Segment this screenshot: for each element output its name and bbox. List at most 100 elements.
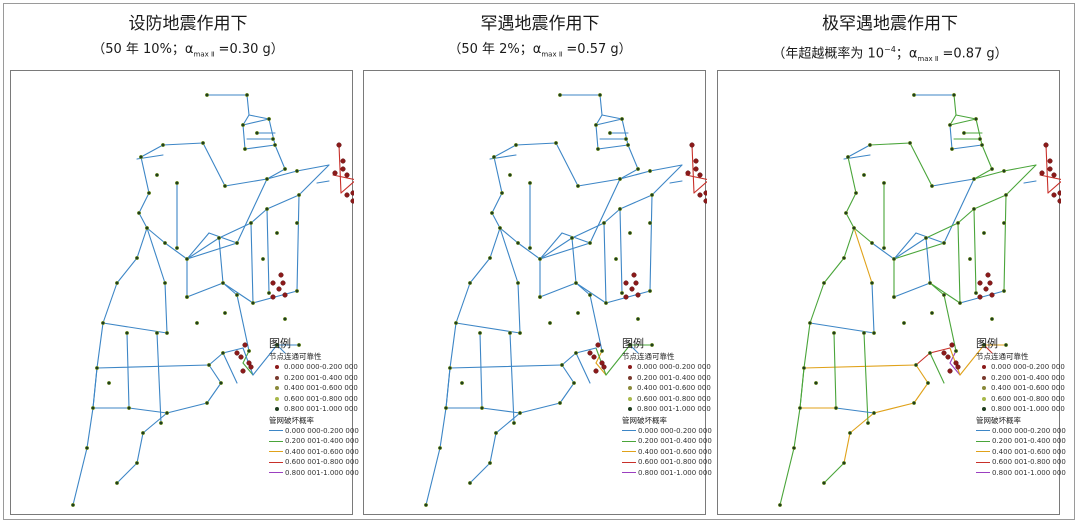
- legend-node-title: 节点连通可靠性: [622, 352, 675, 361]
- pipe-segment: [202, 142, 226, 187]
- network-node: [861, 330, 867, 336]
- network-node: [569, 235, 575, 241]
- network-node: [154, 172, 160, 178]
- pipe-segment: [973, 194, 1007, 210]
- network-node: [220, 350, 226, 356]
- network-node: [282, 316, 288, 322]
- pipe-segment: [218, 237, 224, 284]
- pipe-segment: [571, 222, 605, 239]
- network-node: [977, 294, 983, 300]
- legend-node-dot: [982, 396, 986, 401]
- pipe-segment: [949, 118, 977, 126]
- pipe-segment: [469, 462, 491, 484]
- network-node: [140, 430, 146, 436]
- network-node: [989, 316, 995, 322]
- pipe-segment: [439, 407, 447, 449]
- network-node: [164, 410, 170, 416]
- network-node: [801, 365, 807, 371]
- network-node: [973, 116, 979, 122]
- legend-node-dot: [628, 386, 632, 391]
- network-node: [593, 368, 599, 374]
- network-node: [248, 220, 254, 226]
- pipe-segment: [266, 170, 298, 180]
- network-node: [238, 354, 244, 360]
- network-node: [220, 280, 226, 286]
- pipe-segment: [957, 208, 975, 224]
- network-node: [350, 198, 354, 204]
- legend-node-label: 0.400 001-0.600 000: [637, 384, 711, 393]
- pipe-segment: [943, 178, 975, 244]
- legend-pipe-label: 0.200 001-0.400 000: [285, 437, 359, 446]
- network-node: [296, 192, 302, 198]
- network-node: [927, 350, 933, 356]
- network-node: [160, 142, 166, 148]
- network-node: [246, 360, 252, 366]
- pipe-segment: [425, 447, 441, 506]
- legend-pipe-line: [976, 440, 990, 442]
- network-node: [977, 136, 983, 142]
- legend-node-label: 0.000 000-0.200 000: [637, 363, 711, 372]
- network-node: [242, 342, 248, 348]
- network-node: [627, 342, 633, 348]
- network-node: [332, 170, 338, 176]
- map-legend: 图例 节点连通可靠性 0.000 000-0.200 000 0.200 001-0.…: [622, 337, 712, 478]
- network-node: [206, 362, 212, 368]
- pipe-segment: [981, 144, 993, 170]
- network-node: [633, 280, 639, 286]
- pipe-segment: [1003, 164, 1037, 172]
- network-node: [871, 410, 877, 416]
- network-node: [276, 286, 282, 292]
- legend-node-row: 0.200 001-0.400 000: [622, 373, 711, 384]
- network-node: [222, 310, 228, 316]
- network-node: [571, 380, 577, 386]
- legend-pipe-row: 0.800 001-1.000 000: [976, 468, 1066, 479]
- pipe-segment: [823, 462, 845, 484]
- legend-node-dot: [275, 396, 279, 401]
- network-node: [1001, 220, 1007, 226]
- network-node: [246, 348, 252, 354]
- pipe-segment: [559, 382, 575, 404]
- pipe-segment: [849, 412, 875, 434]
- network-node: [791, 445, 797, 451]
- legend-pipe-line: [269, 451, 283, 453]
- network-node: [90, 405, 96, 411]
- pipe-segment: [208, 232, 238, 244]
- network-node: [459, 380, 465, 386]
- network-node: [162, 240, 168, 246]
- pipe-segment: [298, 164, 330, 196]
- pipe-segment: [218, 222, 252, 239]
- network-node: [515, 280, 521, 286]
- network-node: [573, 350, 579, 356]
- pipe-segment: [595, 118, 623, 126]
- network-node: [242, 146, 248, 152]
- pipe-segment: [619, 208, 623, 294]
- legend-pipe-line: [622, 472, 636, 474]
- network-node: [841, 255, 847, 261]
- network-node: [467, 280, 473, 286]
- pipe-segment: [619, 194, 653, 210]
- pipe-segment: [845, 212, 855, 229]
- network-node: [489, 210, 495, 216]
- pipe-segment: [649, 164, 683, 172]
- pipe-segment: [266, 168, 286, 180]
- legend-pipe-line: [976, 451, 990, 453]
- pipe-segment: [691, 144, 695, 194]
- legend-pipe-label: 0.600 001-0.800 000: [638, 458, 712, 467]
- pipe-segment: [445, 367, 451, 409]
- network-node: [264, 206, 270, 212]
- network-node: [847, 430, 853, 436]
- network-node: [146, 190, 152, 196]
- network-node: [453, 320, 459, 326]
- network-node: [597, 92, 603, 98]
- legend-pipe-row: 0.000 000-0.200 000: [269, 426, 359, 437]
- pipe-segment: [166, 402, 208, 414]
- network-node: [248, 364, 254, 370]
- network-node: [174, 245, 180, 251]
- network-node: [971, 176, 977, 182]
- network-node: [527, 245, 533, 251]
- pipe-segment: [208, 352, 224, 366]
- network-node: [631, 272, 637, 278]
- pipe-segment: [266, 208, 270, 294]
- panel-3-subtitle: （年超越概率为 10−4；αmax Ⅱ =0.87 g）: [772, 45, 1008, 63]
- network-node: [591, 354, 597, 360]
